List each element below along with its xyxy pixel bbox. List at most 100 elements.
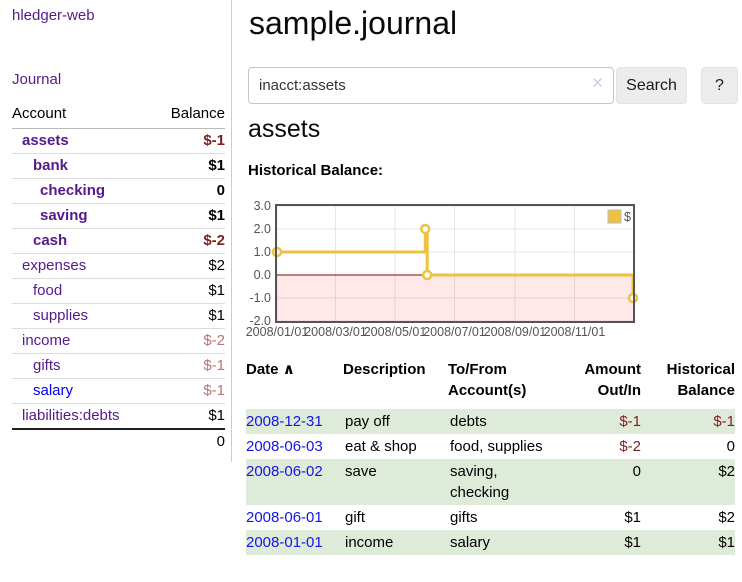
account-row: saving $1 xyxy=(12,203,225,229)
account-row: bank $1 xyxy=(12,153,225,179)
amount-cell: $-1 xyxy=(619,413,641,430)
column-header-account: Account xyxy=(12,101,154,129)
account-link-expenses[interactable]: expenses xyxy=(22,257,87,274)
account-row: checking 0 xyxy=(12,178,225,204)
register-header-row: Date ∧ Description To/From Account(s) Am… xyxy=(246,357,735,409)
total-balance: 0 xyxy=(153,428,225,453)
account-balance: $1 xyxy=(208,157,225,174)
account-balance: $1 xyxy=(208,407,225,424)
svg-text:2008/11/01: 2008/11/01 xyxy=(544,325,606,339)
description-cell: save xyxy=(345,463,377,480)
account-balance: $-1 xyxy=(203,382,225,399)
account-balance: $-2 xyxy=(203,232,225,249)
amount-cell: $1 xyxy=(624,534,641,551)
transaction-date-link[interactable]: 2008-06-02 xyxy=(246,463,323,480)
accounts-cell: salary xyxy=(450,534,491,551)
account-link-food[interactable]: food xyxy=(33,282,63,299)
account-row: cash $-2 xyxy=(12,228,225,254)
page-title: sample.journal xyxy=(249,5,458,41)
accounts-table: Account Balance assets $-1 bank $1 check… xyxy=(12,101,225,453)
brand-link[interactable]: hledger-web xyxy=(12,7,95,24)
transaction-date-link[interactable]: 2008-01-01 xyxy=(246,534,323,551)
balance-cell: 0 xyxy=(726,438,735,455)
account-row: gifts $-1 xyxy=(12,353,225,379)
accounts-total-row: 0 xyxy=(12,428,225,453)
balance-cell: $2 xyxy=(718,463,735,480)
accounts-table-header: Account Balance xyxy=(12,101,225,129)
balance-cell: $-1 xyxy=(713,413,735,430)
account-row: liabilities:debts $1 xyxy=(12,403,225,430)
svg-text:2.0: 2.0 xyxy=(254,222,271,236)
help-button[interactable]: ? xyxy=(701,67,738,104)
column-header-balance: Balance xyxy=(153,101,225,129)
column-header-accounts: To/From Account(s) xyxy=(448,361,527,399)
column-header-description: Description xyxy=(343,361,426,378)
svg-text:-2.0: -2.0 xyxy=(249,314,271,328)
legend-swatch xyxy=(607,209,622,224)
account-link-supplies[interactable]: supplies xyxy=(33,307,89,324)
sidebar-item-journal[interactable]: Journal xyxy=(12,71,62,88)
search-button[interactable]: Search xyxy=(616,67,687,104)
account-link-assets[interactable]: assets xyxy=(22,132,69,149)
accounts-cell: food, supplies xyxy=(450,438,543,455)
accounts-cell: saving, checking xyxy=(450,463,510,501)
account-link-gifts[interactable]: gifts xyxy=(33,357,61,374)
account-row: food $1 xyxy=(12,278,225,304)
account-balance: $-1 xyxy=(203,357,225,374)
account-link-income[interactable]: income xyxy=(22,332,71,349)
account-balance: 0 xyxy=(216,182,225,199)
account-balance: $1 xyxy=(208,207,225,224)
svg-text:3.0: 3.0 xyxy=(254,200,271,213)
register-row: 2008-12-31 pay off debts $-1 $-1 xyxy=(246,409,735,434)
accounts-cell: debts xyxy=(450,413,487,430)
svg-text:0.0: 0.0 xyxy=(254,268,271,282)
account-link-cash[interactable]: cash xyxy=(33,232,68,249)
svg-text:2008/05/01: 2008/05/01 xyxy=(364,325,427,339)
accounts-cell: gifts xyxy=(450,509,478,526)
svg-text:1.0: 1.0 xyxy=(254,245,271,259)
account-row: assets $-1 xyxy=(12,128,225,154)
balance-cell: $2 xyxy=(718,509,735,526)
column-header-date[interactable]: Date ∧ xyxy=(246,361,295,378)
transaction-date-link[interactable]: 2008-06-03 xyxy=(246,438,323,455)
account-link-checking[interactable]: checking xyxy=(40,182,106,199)
account-row: expenses $2 xyxy=(12,253,225,279)
account-link-bank[interactable]: bank xyxy=(33,157,69,174)
account-balance: $2 xyxy=(208,257,225,274)
clear-search-icon[interactable]: × xyxy=(592,73,604,94)
legend-label: $ xyxy=(624,210,631,224)
search-input[interactable] xyxy=(248,67,614,104)
register-row: 2008-06-03 eat & shop food, supplies $-2… xyxy=(246,434,735,459)
sort-asc-icon: ∧ xyxy=(282,361,295,378)
svg-text:2008/01/01: 2008/01/01 xyxy=(246,325,309,339)
account-balance: $-2 xyxy=(203,332,225,349)
sidebar: hledger-web Journal Account Balance asse… xyxy=(0,0,232,462)
register-row: 2008-06-02 save saving, checking 0 $2 xyxy=(246,459,735,505)
svg-text:2008/09/01: 2008/09/01 xyxy=(484,325,547,339)
account-link-liabilities-debts[interactable]: liabilities:debts xyxy=(22,407,120,424)
amount-cell: $-2 xyxy=(619,438,641,455)
description-cell: pay off xyxy=(345,413,390,430)
amount-cell: $1 xyxy=(624,509,641,526)
account-balance: $1 xyxy=(208,307,225,324)
account-balance: $-1 xyxy=(203,132,225,149)
svg-text:2008/03/01: 2008/03/01 xyxy=(304,325,367,339)
register-row: 2008-01-01 income salary $1 $1 xyxy=(246,530,735,555)
description-cell: eat & shop xyxy=(345,438,417,455)
balance-cell: $1 xyxy=(718,534,735,551)
register-table: Date ∧ Description To/From Account(s) Am… xyxy=(246,357,735,555)
amount-cell: 0 xyxy=(632,463,641,480)
account-balance: $1 xyxy=(208,282,225,299)
account-link-saving[interactable]: saving xyxy=(40,207,88,224)
description-cell: gift xyxy=(345,509,366,526)
account-link-salary[interactable]: salary xyxy=(33,382,74,399)
register-row: 2008-06-01 gift gifts $1 $2 xyxy=(246,505,735,530)
historical-balance-chart: 3.0 2.0 1.0 0.0 -1.0 -2.02008/01/012008/03/01… xyxy=(246,200,639,339)
transaction-date-link[interactable]: 2008-06-01 xyxy=(246,509,323,526)
description-cell: income xyxy=(345,534,394,551)
svg-text:-1.0: -1.0 xyxy=(249,291,271,305)
account-row: supplies $1 xyxy=(12,303,225,329)
transaction-date-link[interactable]: 2008-12-31 xyxy=(246,413,323,430)
account-row: salary $-1 xyxy=(12,378,225,404)
